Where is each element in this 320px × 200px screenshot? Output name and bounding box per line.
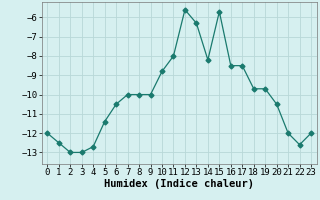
- X-axis label: Humidex (Indice chaleur): Humidex (Indice chaleur): [104, 179, 254, 189]
